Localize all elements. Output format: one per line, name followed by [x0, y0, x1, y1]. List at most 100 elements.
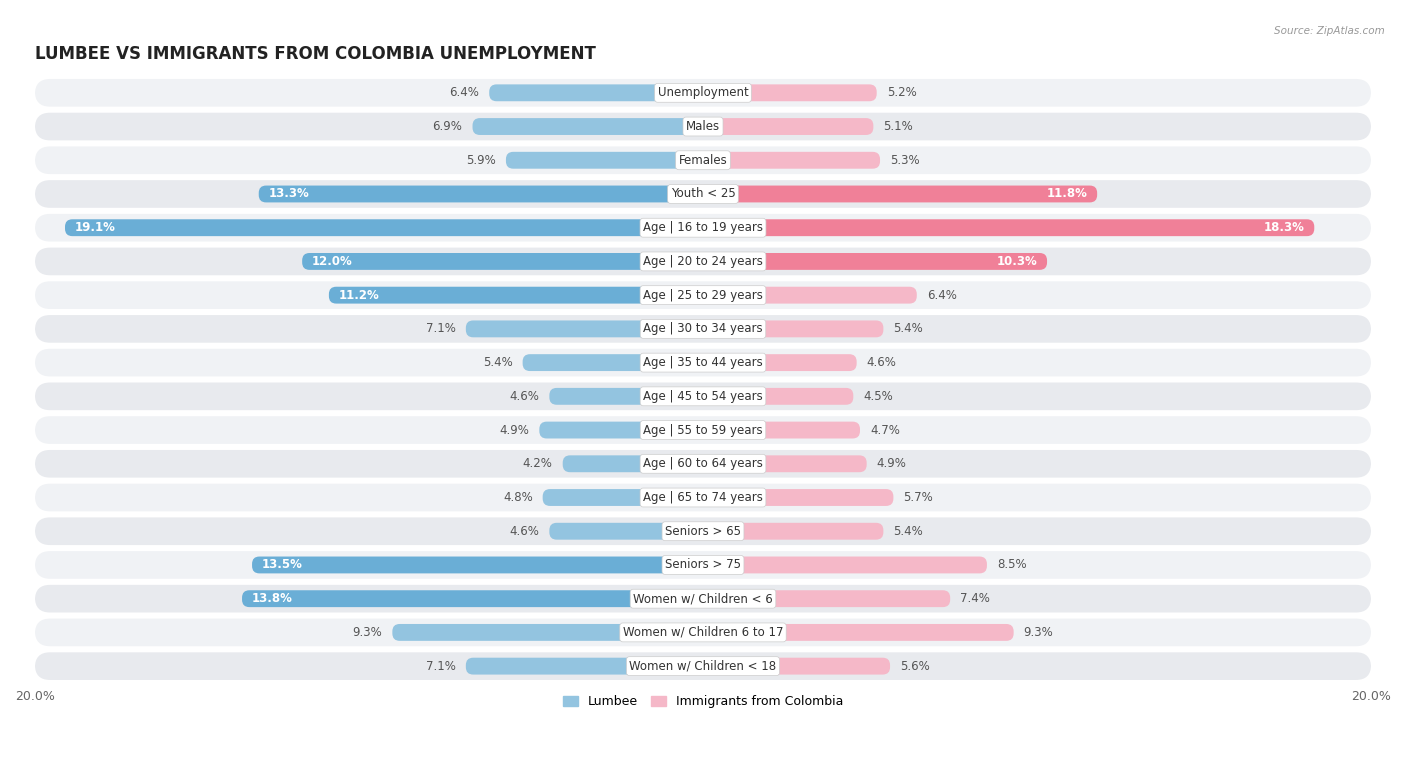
FancyBboxPatch shape [703, 523, 883, 540]
FancyBboxPatch shape [35, 382, 1371, 410]
Text: Age | 45 to 54 years: Age | 45 to 54 years [643, 390, 763, 403]
Text: 12.0%: 12.0% [312, 255, 353, 268]
Text: Females: Females [679, 154, 727, 167]
FancyBboxPatch shape [703, 152, 880, 169]
Legend: Lumbee, Immigrants from Colombia: Lumbee, Immigrants from Colombia [558, 690, 848, 713]
FancyBboxPatch shape [35, 653, 1371, 680]
FancyBboxPatch shape [703, 253, 1047, 269]
Text: LUMBEE VS IMMIGRANTS FROM COLOMBIA UNEMPLOYMENT: LUMBEE VS IMMIGRANTS FROM COLOMBIA UNEMP… [35, 45, 596, 64]
FancyBboxPatch shape [703, 354, 856, 371]
FancyBboxPatch shape [562, 456, 703, 472]
Text: 4.8%: 4.8% [503, 491, 533, 504]
FancyBboxPatch shape [35, 214, 1371, 241]
FancyBboxPatch shape [703, 287, 917, 304]
FancyBboxPatch shape [35, 79, 1371, 107]
FancyBboxPatch shape [329, 287, 703, 304]
FancyBboxPatch shape [35, 282, 1371, 309]
Text: 7.1%: 7.1% [426, 322, 456, 335]
FancyBboxPatch shape [465, 658, 703, 674]
Text: Women w/ Children < 18: Women w/ Children < 18 [630, 659, 776, 673]
FancyBboxPatch shape [489, 84, 703, 101]
Text: 9.3%: 9.3% [1024, 626, 1053, 639]
FancyBboxPatch shape [703, 84, 877, 101]
Text: 4.2%: 4.2% [523, 457, 553, 470]
Text: Age | 35 to 44 years: Age | 35 to 44 years [643, 356, 763, 369]
Text: 5.2%: 5.2% [887, 86, 917, 99]
FancyBboxPatch shape [35, 517, 1371, 545]
Text: 5.1%: 5.1% [883, 120, 912, 133]
Text: 9.3%: 9.3% [353, 626, 382, 639]
FancyBboxPatch shape [35, 315, 1371, 343]
FancyBboxPatch shape [35, 248, 1371, 276]
Text: 5.4%: 5.4% [893, 525, 924, 537]
FancyBboxPatch shape [703, 489, 893, 506]
FancyBboxPatch shape [35, 618, 1371, 646]
FancyBboxPatch shape [703, 590, 950, 607]
FancyBboxPatch shape [35, 180, 1371, 208]
FancyBboxPatch shape [703, 624, 1014, 641]
FancyBboxPatch shape [703, 220, 1315, 236]
Text: 6.4%: 6.4% [927, 288, 956, 301]
FancyBboxPatch shape [35, 416, 1371, 444]
Text: 8.5%: 8.5% [997, 559, 1026, 572]
Text: 4.6%: 4.6% [866, 356, 897, 369]
FancyBboxPatch shape [242, 590, 703, 607]
FancyBboxPatch shape [703, 456, 866, 472]
FancyBboxPatch shape [703, 556, 987, 573]
Text: 4.6%: 4.6% [509, 390, 540, 403]
FancyBboxPatch shape [35, 349, 1371, 376]
FancyBboxPatch shape [259, 185, 703, 202]
Text: 7.4%: 7.4% [960, 592, 990, 605]
Text: Youth < 25: Youth < 25 [671, 188, 735, 201]
Text: Males: Males [686, 120, 720, 133]
Text: 4.9%: 4.9% [877, 457, 907, 470]
Text: Source: ZipAtlas.com: Source: ZipAtlas.com [1274, 26, 1385, 36]
FancyBboxPatch shape [35, 585, 1371, 612]
Text: Age | 25 to 29 years: Age | 25 to 29 years [643, 288, 763, 301]
Text: Women w/ Children 6 to 17: Women w/ Children 6 to 17 [623, 626, 783, 639]
Text: Age | 20 to 24 years: Age | 20 to 24 years [643, 255, 763, 268]
Text: 5.4%: 5.4% [482, 356, 513, 369]
Text: 6.4%: 6.4% [450, 86, 479, 99]
FancyBboxPatch shape [35, 551, 1371, 579]
Text: Unemployment: Unemployment [658, 86, 748, 99]
FancyBboxPatch shape [523, 354, 703, 371]
Text: 5.4%: 5.4% [893, 322, 924, 335]
Text: Seniors > 75: Seniors > 75 [665, 559, 741, 572]
Text: 6.9%: 6.9% [433, 120, 463, 133]
FancyBboxPatch shape [506, 152, 703, 169]
FancyBboxPatch shape [550, 523, 703, 540]
FancyBboxPatch shape [543, 489, 703, 506]
Text: 4.5%: 4.5% [863, 390, 893, 403]
Text: 7.1%: 7.1% [426, 659, 456, 673]
Text: Women w/ Children < 6: Women w/ Children < 6 [633, 592, 773, 605]
FancyBboxPatch shape [550, 388, 703, 405]
FancyBboxPatch shape [35, 113, 1371, 140]
FancyBboxPatch shape [392, 624, 703, 641]
Text: 11.8%: 11.8% [1046, 188, 1087, 201]
Text: Age | 65 to 74 years: Age | 65 to 74 years [643, 491, 763, 504]
Text: 5.7%: 5.7% [904, 491, 934, 504]
FancyBboxPatch shape [540, 422, 703, 438]
Text: Age | 30 to 34 years: Age | 30 to 34 years [643, 322, 763, 335]
FancyBboxPatch shape [302, 253, 703, 269]
Text: 4.6%: 4.6% [509, 525, 540, 537]
FancyBboxPatch shape [472, 118, 703, 135]
FancyBboxPatch shape [35, 450, 1371, 478]
Text: 5.6%: 5.6% [900, 659, 929, 673]
FancyBboxPatch shape [65, 220, 703, 236]
FancyBboxPatch shape [703, 118, 873, 135]
Text: 13.3%: 13.3% [269, 188, 309, 201]
Text: 18.3%: 18.3% [1264, 221, 1305, 234]
Text: 13.5%: 13.5% [262, 559, 302, 572]
Text: 11.2%: 11.2% [339, 288, 380, 301]
FancyBboxPatch shape [703, 185, 1097, 202]
Text: 5.3%: 5.3% [890, 154, 920, 167]
Text: 4.9%: 4.9% [499, 424, 529, 437]
FancyBboxPatch shape [703, 388, 853, 405]
Text: 13.8%: 13.8% [252, 592, 292, 605]
FancyBboxPatch shape [465, 320, 703, 338]
Text: 4.7%: 4.7% [870, 424, 900, 437]
FancyBboxPatch shape [252, 556, 703, 573]
Text: 19.1%: 19.1% [75, 221, 115, 234]
